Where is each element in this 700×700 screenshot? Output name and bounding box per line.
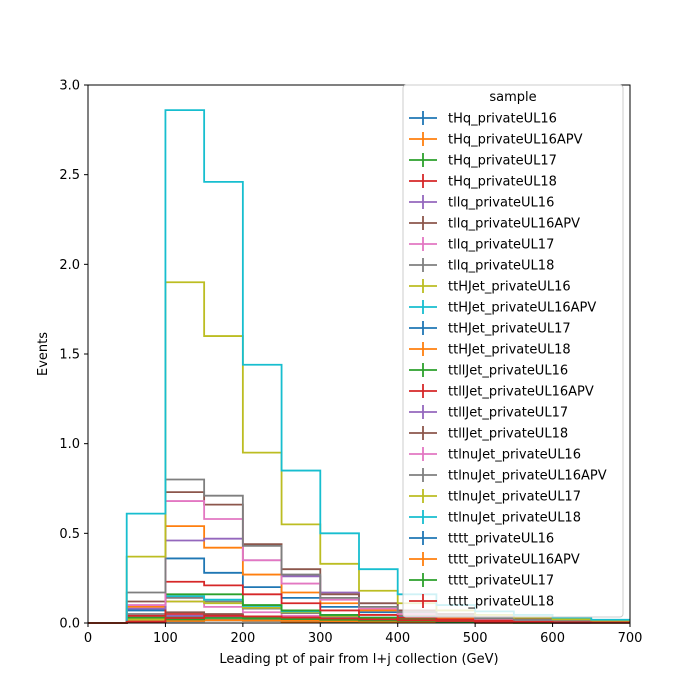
legend-entry: ttllJet_privateUL18	[409, 426, 568, 442]
legend-entry: tllq_privateUL16APV	[409, 216, 580, 232]
legend-entry: tHq_privateUL16APV	[409, 132, 583, 148]
legend-box	[402, 84, 624, 618]
legend-entry: ttlnuJet_privateUL18	[409, 510, 581, 526]
legend: sample tHq_privateUL16 tHq_privateUL16APVt…	[402, 84, 624, 618]
legend-label: tttt_privateUL18	[448, 595, 554, 610]
y-tick-label: 0.5	[59, 527, 80, 542]
legend-label: ttHJet_privateUL17	[448, 322, 571, 337]
series-line-ttlnuJet_privateUL17	[88, 281, 630, 624]
legend-entry: tttt_privateUL18	[409, 594, 554, 610]
legend-entry: tttt_privateUL17	[409, 573, 554, 589]
histogram-series-group	[88, 109, 630, 624]
legend-label: ttllJet_privateUL18	[448, 427, 568, 442]
legend-entry: tllq_privateUL16	[409, 195, 554, 211]
legend-label: ttHJet_privateUL16APV	[448, 301, 596, 316]
x-tick-label: 600	[540, 631, 565, 646]
legend-entry: ttlnuJet_privateUL16APV	[409, 468, 607, 484]
legend-entry: tllq_privateUL17	[409, 237, 554, 253]
legend-label: ttHJet_privateUL16	[448, 280, 571, 295]
y-tick-label: 2.0	[59, 258, 80, 273]
axes-group: 0 100 200 300 400 500 600 700 0.0 0.5 1.0 1.5 2.0 2.5…	[59, 79, 642, 647]
legend-label: tHq_privateUL16APV	[448, 133, 583, 148]
legend-label: ttllJet_privateUL17	[448, 406, 568, 421]
legend-label: ttlnuJet_privateUL16APV	[448, 469, 607, 484]
legend-label: ttllJet_privateUL16	[448, 364, 568, 379]
legend-label: tllq_privateUL16APV	[448, 217, 580, 232]
x-tick-label: 200	[230, 631, 255, 646]
x-tick-label: 500	[463, 631, 488, 646]
y-tick-label: 2.5	[59, 168, 80, 183]
legend-entry: tllq_privateUL18	[409, 258, 554, 274]
legend-label: ttlnuJet_privateUL18	[448, 511, 581, 526]
y-tick-label: 0.0	[59, 617, 80, 632]
x-tick-label: 700	[618, 631, 643, 646]
legend-entry: ttHJet_privateUL17	[409, 321, 571, 337]
series-line-tttt_privateUL18	[88, 614, 630, 624]
legend-label: tllq_privateUL16	[448, 196, 554, 211]
y-axis-label: Events	[36, 332, 51, 376]
legend-entry: tttt_privateUL16	[409, 531, 554, 547]
y-tick-label: 1.5	[59, 348, 80, 363]
y-tick-label: 3.0	[59, 79, 80, 94]
legend-entry: ttllJet_privateUL16	[409, 363, 568, 379]
y-tick-label: 1.0	[59, 437, 80, 452]
series-line-ttlnuJet_privateUL16APV	[88, 478, 630, 624]
legend-label: tHq_privateUL17	[448, 154, 557, 169]
legend-label: tttt_privateUL16APV	[448, 553, 580, 568]
x-tick-label: 100	[153, 631, 178, 646]
legend-label: tttt_privateUL17	[448, 574, 554, 589]
legend-label: tllq_privateUL18	[448, 259, 554, 274]
legend-entry: tHq_privateUL17	[409, 153, 557, 169]
legend-label: ttlnuJet_privateUL17	[448, 490, 581, 505]
legend-entry: tttt_privateUL16APV	[409, 552, 580, 568]
legend-entry: ttHJet_privateUL18	[409, 342, 571, 358]
legend-label: tttt_privateUL16	[448, 532, 554, 547]
legend-entry: ttlnuJet_privateUL17	[409, 489, 581, 505]
x-tick-label: 0	[84, 631, 92, 646]
x-axis-label: Leading pt of pair from l+j collection (…	[219, 652, 498, 667]
legend-label: ttHJet_privateUL18	[448, 343, 571, 358]
legend-label: ttlnuJet_privateUL16	[448, 448, 581, 463]
legend-title: sample	[489, 90, 536, 105]
legend-entry: ttllJet_privateUL17	[409, 405, 568, 421]
x-tick-label: 400	[385, 631, 410, 646]
x-tick-label: 300	[308, 631, 333, 646]
legend-entry: tHq_privateUL18	[409, 174, 557, 190]
legend-label: tHq_privateUL18	[448, 175, 557, 190]
legend-entry: ttHJet_privateUL16	[409, 279, 571, 295]
legend-label: ttllJet_privateUL16APV	[448, 385, 594, 400]
legend-label: tHq_privateUL16	[448, 112, 557, 127]
legend-entry: ttllJet_privateUL16APV	[409, 384, 594, 400]
legend-entry: ttHJet_privateUL16APV	[409, 300, 596, 316]
legend-entry: tHq_privateUL16	[409, 111, 557, 127]
legend-label: tllq_privateUL17	[448, 238, 554, 253]
legend-entry: ttlnuJet_privateUL16	[409, 447, 581, 463]
